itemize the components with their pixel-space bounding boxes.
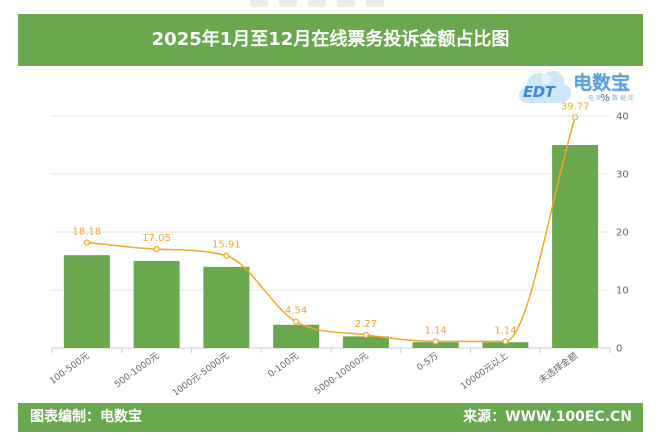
- x-tick-label-7: 10000元以上: [459, 351, 510, 393]
- y-tick-label-10: 10: [616, 286, 629, 297]
- logo-name: 电数宝: [573, 72, 631, 94]
- chart: 100-500元 500-1000元 1000元-5000元 0-100元 5000-1…: [48, 93, 629, 399]
- x-tick-label-1: 100-500元: [48, 351, 92, 386]
- line-point-5: [362, 331, 369, 338]
- x-tick-label-6: 0-5万: [415, 351, 440, 373]
- data-label-7: 1.14: [494, 325, 516, 336]
- bar-4: [273, 324, 320, 348]
- footer-credit: 图表编制：电数宝: [30, 409, 142, 425]
- logo-tagline: 电商大数据库: [588, 95, 637, 102]
- line-point-6: [432, 338, 439, 345]
- x-tick-label-2: 500-1000元: [113, 351, 161, 390]
- percent-line-path: [86, 117, 576, 343]
- line-point-7: [502, 338, 509, 345]
- chart-title: 2025年1月至12月在线票务投诉金额占比图: [18, 14, 643, 66]
- y-tick-label-30: 30: [616, 170, 629, 181]
- y-tick-label-0: 0: [616, 344, 622, 355]
- data-label-3: 15.91: [212, 240, 241, 251]
- data-label-2: 17.05: [142, 233, 171, 244]
- bar-3: [203, 266, 250, 348]
- y-axis-right: % 0 10 20 30 40: [600, 93, 628, 355]
- bar-1: [63, 255, 110, 348]
- edt-logo: EDT 电数宝 电商大数据库: [514, 66, 646, 108]
- line-point-8: [572, 114, 579, 121]
- data-label-1: 18.18: [73, 227, 102, 238]
- bar-5: [342, 336, 389, 348]
- top-strip-tab: [308, 0, 326, 7]
- bar-2: [133, 261, 180, 348]
- x-axis: 100-500元 500-1000元 1000元-5000元 0-100元 5000-1…: [48, 347, 611, 399]
- top-strip-tab: [279, 0, 297, 7]
- x-tick-label-4: 0-100元: [267, 351, 301, 380]
- top-strip-tab: [366, 0, 384, 7]
- bar-8: [552, 145, 599, 348]
- x-tick-label-8: 未选择金额: [536, 350, 579, 386]
- logo-cloud-text: EDT: [523, 83, 555, 101]
- line-point-2: [153, 246, 160, 253]
- line-point-1: [83, 239, 90, 246]
- x-tick-label-3: 1000元-5000元: [171, 351, 231, 399]
- bar-6: [412, 342, 459, 348]
- data-label-5: 2.27: [355, 319, 377, 330]
- bar-7: [482, 342, 529, 348]
- x-tick-label-5: 5000-10000元: [313, 351, 370, 397]
- line-point-4: [293, 318, 300, 325]
- footer-source: 来源：WWW.100EC.CN: [463, 409, 632, 425]
- bars: [63, 145, 599, 348]
- data-label-6: 1.14: [424, 325, 446, 336]
- y-tick-label-20: 20: [616, 228, 629, 239]
- line-point-3: [223, 252, 230, 259]
- top-strip-tab: [250, 0, 268, 7]
- cloud-icon: [519, 71, 571, 103]
- footer-bar: 图表编制：电数宝 来源：WWW.100EC.CN: [18, 403, 643, 432]
- top-strip-tab: [337, 0, 355, 7]
- y-tick-label-40: 40: [616, 112, 629, 123]
- data-label-4: 4.54: [285, 306, 307, 317]
- gridlines: [52, 115, 610, 291]
- top-strip: [248, 0, 388, 7]
- y-axis-unit: %: [600, 93, 610, 104]
- percent-line: 18.18 17.05 15.91 4.54 2.27 1.14 1.14 39.77: [73, 101, 590, 345]
- data-label-8: 39.77: [561, 101, 590, 112]
